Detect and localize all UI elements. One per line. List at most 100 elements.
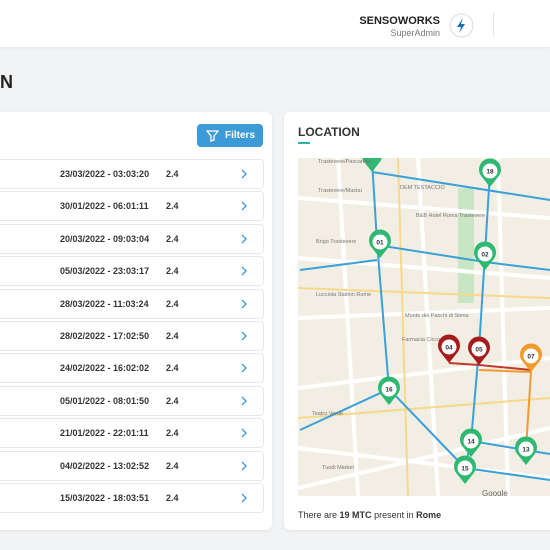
row-value: 2.4 xyxy=(166,460,179,471)
marker-label: 15 xyxy=(461,466,469,473)
map-label: Lucciola Station Rome xyxy=(316,292,371,298)
table-row[interactable]: 30/01/2022 - 06:01:11 2.4 xyxy=(0,191,264,222)
title-underline xyxy=(298,142,310,144)
marker-label: 07 xyxy=(527,354,535,361)
map-marker[interactable]: 02 xyxy=(474,241,496,270)
row-date: 24/02/2022 - 16:02:02 xyxy=(60,363,150,374)
chevron xyxy=(241,234,247,244)
chevron xyxy=(241,169,247,179)
map-marker[interactable]: 04 xyxy=(438,334,460,363)
map-marker[interactable]: 07 xyxy=(520,343,542,372)
chevron xyxy=(241,461,247,471)
chevron xyxy=(241,363,247,373)
table-row[interactable]: 28/03/2022 - 11:03:24 2.4 xyxy=(0,288,264,319)
marker-label: 18 xyxy=(486,169,494,176)
map-marker[interactable]: 01 xyxy=(369,229,391,258)
map-label: Tuodi Market xyxy=(322,465,354,471)
filter-icon xyxy=(206,130,219,142)
map-marker[interactable]: 18 xyxy=(479,158,501,187)
map[interactable]: Trastevere/Pascarella Trastevere/Mastai DE… xyxy=(298,158,550,496)
marker-center xyxy=(381,381,397,397)
footer-prefix: There are xyxy=(298,510,338,520)
table-row[interactable]: 05/03/2022 - 23:03:17 2.4 xyxy=(0,256,264,287)
map-marker[interactable]: 16 xyxy=(378,376,400,405)
row-date: 04/02/2022 - 13:02:52 xyxy=(60,460,150,471)
map-label: DEM TESTACCIO xyxy=(400,185,445,191)
map-label: Teatro Verde xyxy=(312,411,343,417)
table-row[interactable]: 04/02/2022 - 13:02:52 2.4 xyxy=(0,450,264,481)
map-label: B&B Hotel Roma Trastevere xyxy=(416,213,485,219)
row-value: 2.4 xyxy=(166,331,179,341)
map-marker[interactable]: 15 xyxy=(454,455,476,484)
filters-button[interactable]: Filters xyxy=(197,124,263,147)
marker-label: 02 xyxy=(481,252,489,259)
map-marker[interactable]: 05 xyxy=(468,336,490,365)
chevron-path xyxy=(241,396,247,406)
row-date: 15/03/2022 - 18:03:51 xyxy=(60,493,150,503)
row-date: 28/03/2022 - 11:03:24 xyxy=(60,298,149,309)
row-value: 2.4 xyxy=(166,363,179,374)
marker-center xyxy=(477,246,493,262)
chevron xyxy=(241,201,247,211)
table-row[interactable]: 23/03/2022 - 03:03:20 2.4 xyxy=(0,159,264,189)
chevron-path xyxy=(241,234,247,244)
map-marker[interactable]: 13 xyxy=(515,436,537,465)
location-title: LOCATION xyxy=(298,125,360,139)
row-value: 2.4 xyxy=(166,395,179,406)
table-row[interactable]: 21/01/2022 - 22:01:11 2.4 xyxy=(0,418,264,449)
footer: There are 19 MTC present in Rome xyxy=(298,510,441,520)
footer-city: Rome xyxy=(416,510,442,520)
divider xyxy=(493,12,494,37)
chevron xyxy=(241,428,247,438)
row-date: 20/03/2022 - 09:03:04 xyxy=(60,233,150,244)
marker-center xyxy=(463,433,479,449)
row-value: 2.4 xyxy=(166,233,179,244)
logo[interactable] xyxy=(449,13,474,38)
page-title: N xyxy=(0,72,13,92)
chevron-path xyxy=(241,201,247,211)
marker-label: 16 xyxy=(385,387,393,394)
table-row[interactable]: 20/03/2022 - 09:03:04 2.4 xyxy=(0,223,264,254)
marker-center xyxy=(523,348,539,364)
map-label: Trastevere/Mastai xyxy=(318,188,362,194)
row-value: 2.4 xyxy=(166,201,179,212)
chevron xyxy=(241,493,247,503)
table-row[interactable]: 15/03/2022 - 18:03:51 2.4 xyxy=(0,483,264,513)
main-roads xyxy=(298,158,550,496)
top-bar: SENSOWORKS SuperAdmin xyxy=(0,0,550,47)
marker-label: 13 xyxy=(522,447,530,454)
filters-label: Filters xyxy=(225,130,256,141)
streets xyxy=(298,158,550,496)
table-row[interactable]: 05/01/2022 - 08:01:50 2.4 xyxy=(0,385,264,416)
footer-count: 19 MTC xyxy=(339,510,372,520)
marker-center xyxy=(471,341,487,357)
footer-middle: present in xyxy=(374,510,414,520)
map-label: Monte dei Paschi di Siena xyxy=(405,313,470,319)
row-value: 2.4 xyxy=(166,298,179,309)
map-marker[interactable] xyxy=(362,158,382,172)
table-row[interactable]: 28/02/2022 - 17:02:50 2.4 xyxy=(0,321,264,351)
chevron-path xyxy=(241,363,247,373)
row-date: 05/03/2022 - 23:03:17 xyxy=(60,266,150,277)
chevron-path xyxy=(241,266,247,276)
table-row[interactable]: 24/02/2022 - 16:02:02 2.4 xyxy=(0,353,264,384)
marker-center xyxy=(482,163,498,179)
row-date: 21/01/2022 - 22:01:11 xyxy=(60,428,149,439)
marker-center xyxy=(372,234,388,250)
chevron xyxy=(241,331,247,341)
map-label: Farmacia Ciccarelli xyxy=(402,337,449,343)
row-date: 28/02/2022 - 17:02:50 xyxy=(60,331,150,341)
marker-label: 05 xyxy=(475,347,483,354)
map-label: Google xyxy=(482,489,508,496)
chevron xyxy=(241,396,247,406)
marker-label: 04 xyxy=(445,345,453,352)
marker-label: 01 xyxy=(376,240,384,247)
marker-center xyxy=(518,441,534,457)
map-marker[interactable]: 14 xyxy=(460,428,482,457)
row-date: 23/03/2022 - 03:03:20 xyxy=(60,169,150,179)
marker-label: 14 xyxy=(467,439,475,446)
marker-center xyxy=(441,339,457,355)
row-value: 2.4 xyxy=(166,428,179,439)
chevron xyxy=(241,266,247,276)
